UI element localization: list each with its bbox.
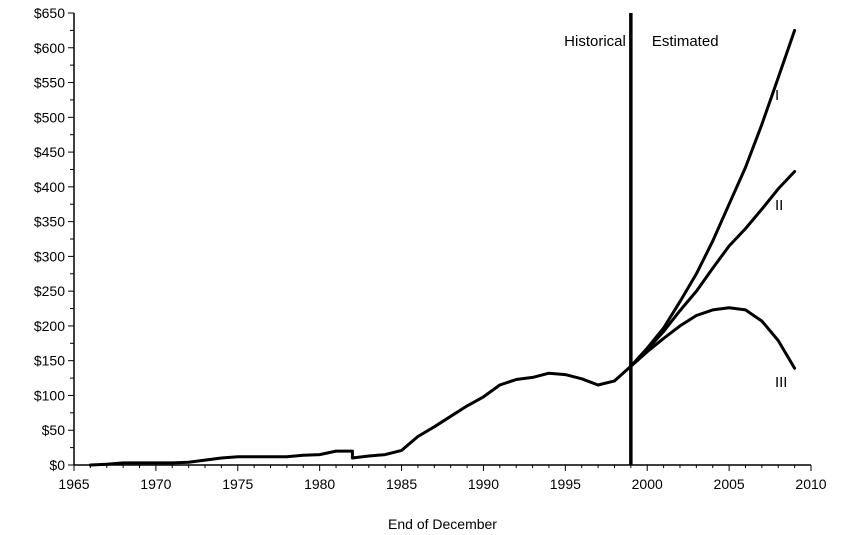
x-tick-label: 2010 (795, 476, 826, 492)
y-tick-label: $250 (34, 283, 65, 299)
x-tick-label: 1995 (550, 476, 581, 492)
y-tick-label: $550 (34, 75, 65, 91)
y-tick-label: $600 (34, 40, 65, 56)
series-line-iii (629, 306, 797, 370)
x-tick-label: 1970 (140, 476, 171, 492)
y-tick-label: $400 (34, 179, 65, 195)
x-tick-label: 1965 (58, 476, 89, 492)
y-tick-label: $450 (34, 144, 65, 160)
x-axis-title: End of December (388, 516, 497, 532)
y-tick-label: $300 (34, 248, 65, 264)
y-axis-ticks: $0 $50 $100 $150 $200 $250 $300 $350 $400 $450 $50… (34, 5, 74, 473)
y-tick-label: $650 (34, 5, 65, 21)
series-label-ii: II (775, 197, 783, 214)
historical-estimated-divider: Historical Estimated (564, 13, 719, 465)
series-line-i (629, 28, 797, 368)
estimated-label: Estimated (652, 33, 719, 50)
axes (73, 13, 811, 466)
series-line-ii (629, 170, 797, 368)
y-tick-label: $500 (34, 109, 65, 125)
x-tick-label: 2005 (714, 476, 745, 492)
x-axis-ticks: 1965 1970 1975 1980 1985 1990 1995 2000 2005 2010 (58, 465, 827, 492)
series-label-iii: III (775, 374, 788, 391)
y-tick-label: $50 (42, 422, 66, 438)
x-tick-label: 1985 (386, 476, 417, 492)
x-tick-label: 2000 (632, 476, 663, 492)
y-tick-label: $200 (34, 318, 65, 334)
series-label-i: I (775, 87, 779, 104)
x-tick-label: 1990 (468, 476, 499, 492)
y-tick-label: $100 (34, 387, 65, 403)
series-line-historical (88, 364, 633, 467)
y-tick-label: $350 (34, 214, 65, 230)
historical-label: Historical (564, 33, 626, 50)
y-tick-label: $150 (34, 353, 65, 369)
series-lines (88, 28, 797, 467)
y-tick-label: $0 (49, 457, 65, 473)
x-tick-label: 1975 (222, 476, 253, 492)
x-tick-label: 1980 (304, 476, 335, 492)
